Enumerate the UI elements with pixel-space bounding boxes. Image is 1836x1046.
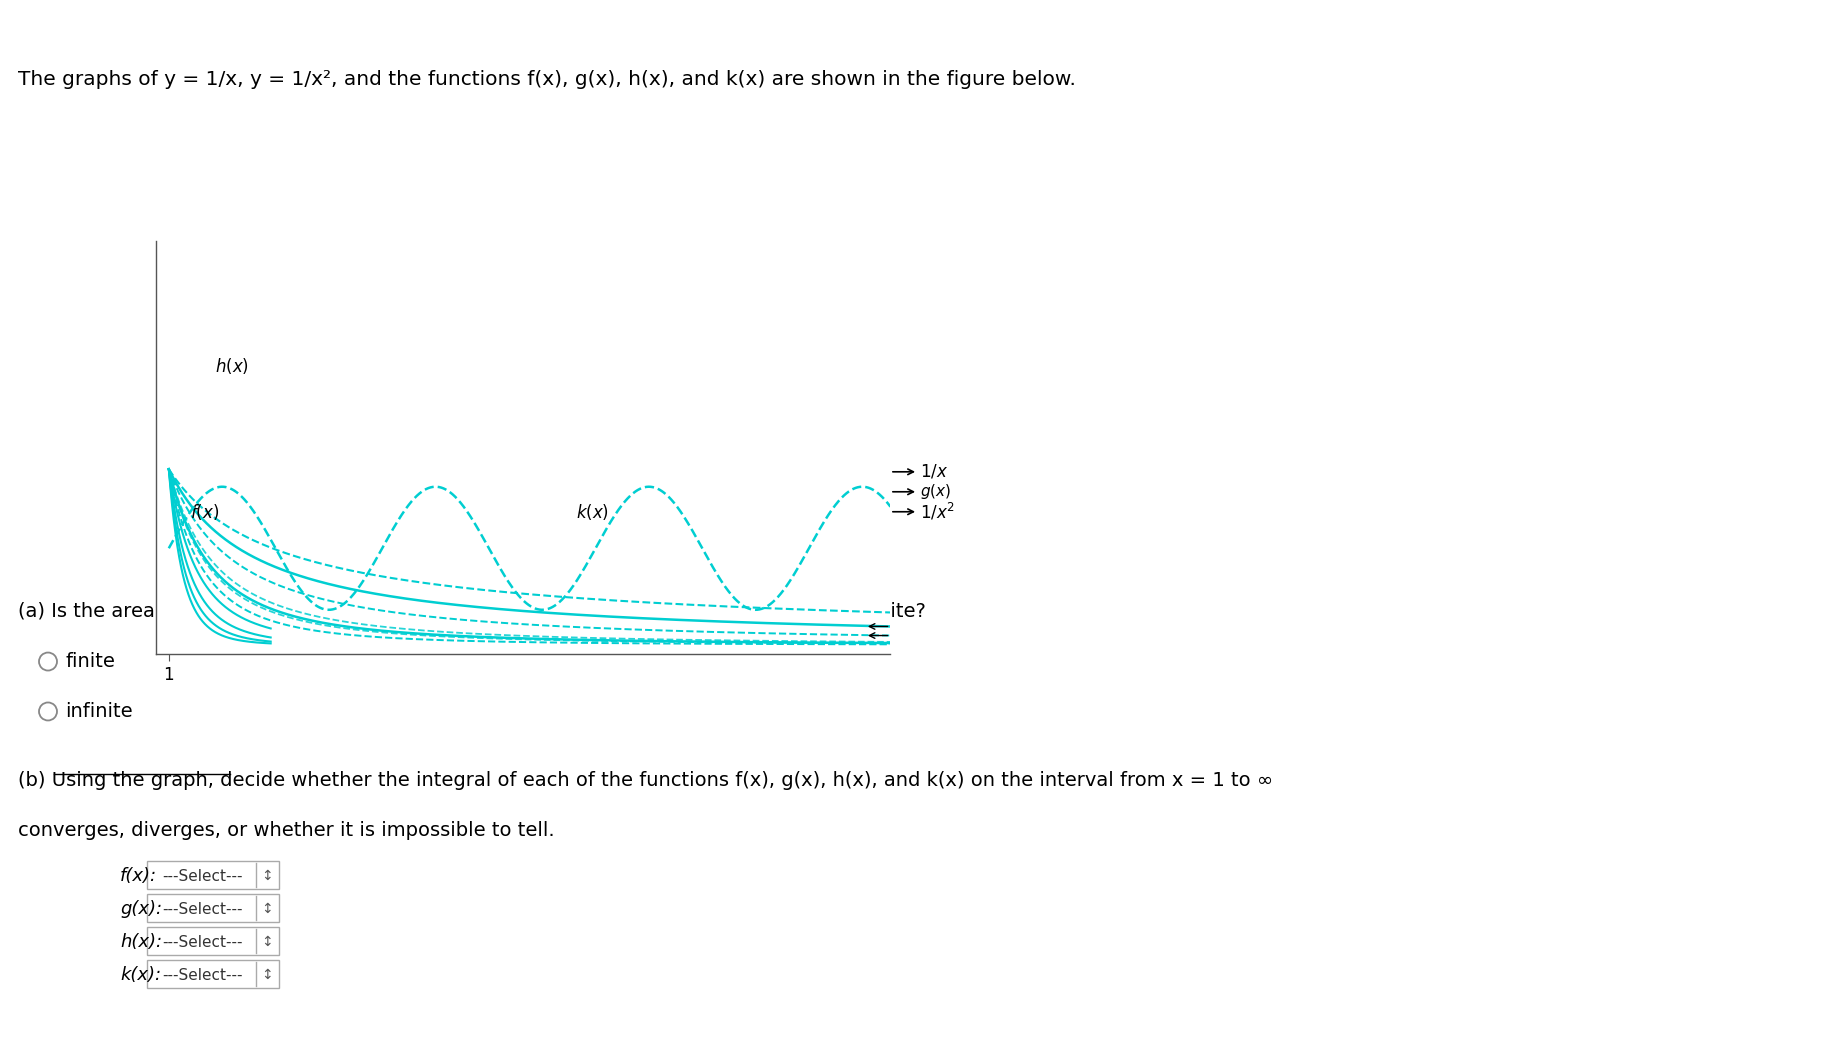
FancyBboxPatch shape — [147, 960, 279, 988]
Text: $1/x$: $1/x$ — [920, 462, 947, 481]
Text: $1/x^2$: $1/x^2$ — [920, 501, 955, 522]
Text: ↕: ↕ — [261, 903, 274, 916]
Text: ↕: ↕ — [261, 969, 274, 982]
Text: (a) Is the area between y = 1/x and y = 1/x² on the interval from x = 1 to ∞ fin: (a) Is the area between y = 1/x and y = … — [18, 601, 925, 620]
Text: $f(x)$: $f(x)$ — [189, 502, 218, 522]
Text: ↕: ↕ — [261, 869, 274, 883]
Text: ---Select---: ---Select--- — [162, 968, 242, 982]
Text: ---Select---: ---Select--- — [162, 935, 242, 950]
Text: ---Select---: ---Select--- — [162, 902, 242, 916]
Text: (b) Using the graph, decide whether the integral of each of the functions f(x), : (b) Using the graph, decide whether the … — [18, 771, 1272, 791]
Text: The graphs of y = 1/x, y = 1/x², and the functions f(x), g(x), h(x), and k(x) ar: The graphs of y = 1/x, y = 1/x², and the… — [18, 70, 1076, 89]
Text: converges, diverges, or whether it is impossible to tell.: converges, diverges, or whether it is im… — [18, 821, 554, 840]
Text: $g(x)$: $g(x)$ — [920, 482, 951, 501]
Text: infinite: infinite — [64, 702, 132, 721]
Text: h(x):: h(x): — [119, 933, 162, 951]
Text: g(x):: g(x): — [119, 901, 162, 918]
FancyBboxPatch shape — [147, 861, 279, 889]
FancyBboxPatch shape — [147, 894, 279, 923]
Text: f(x):: f(x): — [119, 867, 158, 885]
Text: ---Select---: ---Select--- — [162, 869, 242, 884]
Text: finite: finite — [64, 652, 116, 672]
FancyBboxPatch shape — [147, 927, 279, 955]
Text: k(x):: k(x): — [119, 967, 162, 984]
Text: ↕: ↕ — [261, 935, 274, 949]
Text: $k(x)$: $k(x)$ — [577, 502, 610, 522]
Text: $h(x)$: $h(x)$ — [215, 357, 250, 377]
